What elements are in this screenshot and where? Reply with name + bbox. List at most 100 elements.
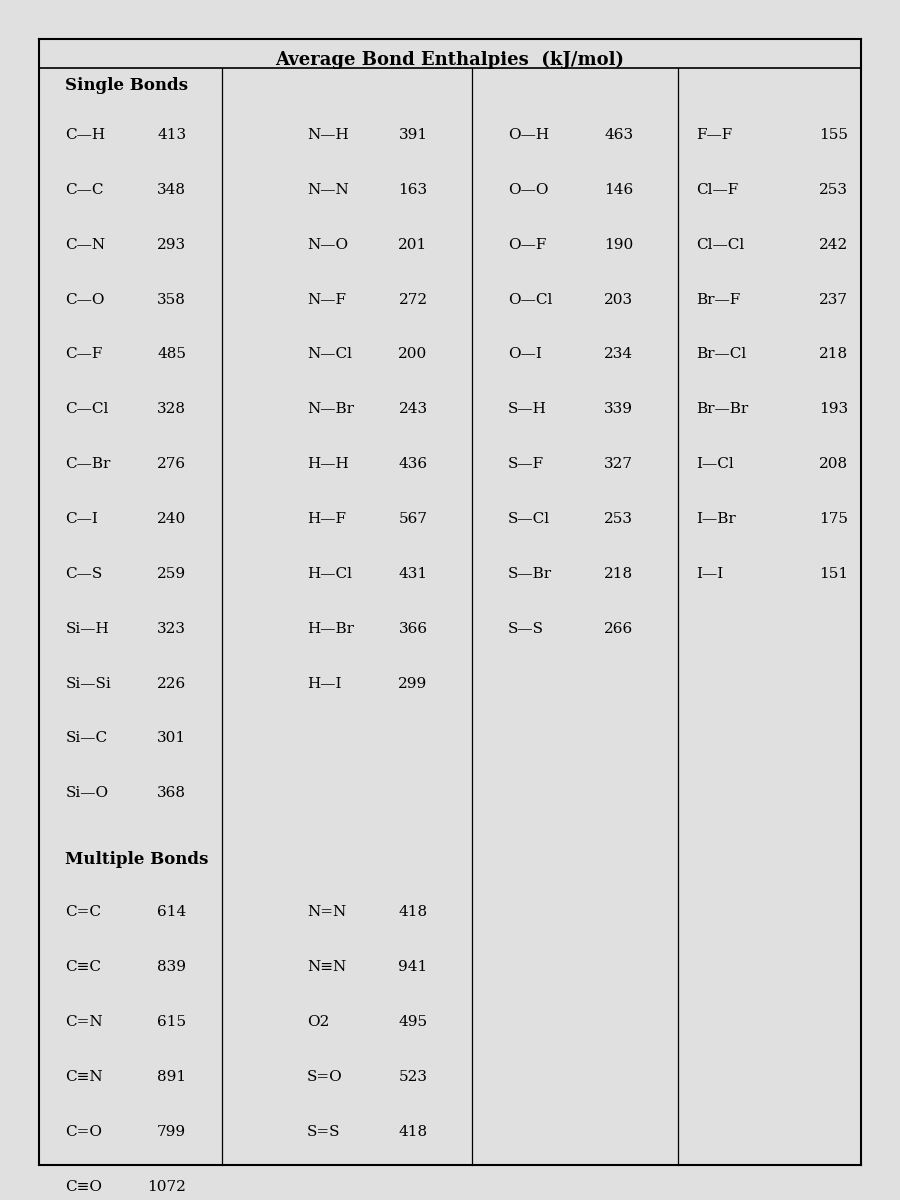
Text: 218: 218 (819, 347, 848, 361)
Text: C≡O: C≡O (66, 1180, 103, 1194)
Text: 237: 237 (819, 293, 848, 306)
Text: 272: 272 (399, 293, 427, 306)
Text: S—Br: S—Br (508, 566, 553, 581)
Text: H—Br: H—Br (307, 622, 354, 636)
Text: S=O: S=O (307, 1070, 343, 1084)
Text: 151: 151 (819, 566, 848, 581)
Text: 226: 226 (157, 677, 186, 690)
Text: C—Cl: C—Cl (66, 402, 109, 416)
Text: 799: 799 (157, 1124, 186, 1139)
Text: 358: 358 (158, 293, 186, 306)
Text: N—F: N—F (307, 293, 346, 306)
Text: 175: 175 (819, 512, 848, 526)
Text: 259: 259 (157, 566, 186, 581)
Text: 567: 567 (399, 512, 427, 526)
Text: Average Bond Enthalpies  (kJ/mol): Average Bond Enthalpies (kJ/mol) (275, 50, 625, 68)
Text: S—H: S—H (508, 402, 547, 416)
Text: 242: 242 (819, 238, 848, 252)
Text: 485: 485 (158, 347, 186, 361)
Text: 614: 614 (157, 906, 186, 919)
Text: 418: 418 (399, 1124, 427, 1139)
Text: 328: 328 (158, 402, 186, 416)
Text: 463: 463 (604, 128, 634, 142)
Text: N—Cl: N—Cl (307, 347, 352, 361)
Text: Br—F: Br—F (696, 293, 740, 306)
Text: O—O: O—O (508, 182, 549, 197)
Text: 200: 200 (399, 347, 427, 361)
Text: C—N: C—N (66, 238, 105, 252)
Text: 339: 339 (605, 402, 634, 416)
Text: 203: 203 (604, 293, 634, 306)
Text: Si—C: Si—C (66, 731, 107, 745)
Text: H—I: H—I (307, 677, 341, 690)
Text: 146: 146 (604, 182, 634, 197)
Text: H—Cl: H—Cl (307, 566, 352, 581)
Text: 240: 240 (157, 512, 186, 526)
Text: 155: 155 (819, 128, 848, 142)
Text: Multiple Bonds: Multiple Bonds (66, 851, 209, 868)
Text: O—F: O—F (508, 238, 546, 252)
Text: Single Bonds: Single Bonds (66, 77, 188, 94)
Text: 190: 190 (604, 238, 634, 252)
Text: I—Br: I—Br (696, 512, 735, 526)
Text: C—F: C—F (66, 347, 103, 361)
Text: O—H: O—H (508, 128, 549, 142)
Text: 293: 293 (157, 238, 186, 252)
Text: 891: 891 (157, 1070, 186, 1084)
Text: O2: O2 (307, 1015, 329, 1030)
Text: Cl—Cl: Cl—Cl (696, 238, 744, 252)
Text: 418: 418 (399, 906, 427, 919)
Text: 218: 218 (604, 566, 634, 581)
Text: 299: 299 (399, 677, 427, 690)
Text: Br—Cl: Br—Cl (696, 347, 746, 361)
Text: 436: 436 (399, 457, 427, 472)
Text: 431: 431 (399, 566, 427, 581)
Text: C—H: C—H (66, 128, 105, 142)
Text: I—I: I—I (696, 566, 724, 581)
Text: C=O: C=O (66, 1124, 103, 1139)
Text: 839: 839 (158, 960, 186, 974)
Text: 1072: 1072 (148, 1180, 186, 1194)
Text: 276: 276 (157, 457, 186, 472)
Text: Cl—F: Cl—F (696, 182, 738, 197)
Text: N=N: N=N (307, 906, 346, 919)
Text: N—Br: N—Br (307, 402, 354, 416)
Text: 208: 208 (819, 457, 848, 472)
Text: C—O: C—O (66, 293, 105, 306)
Text: N≡N: N≡N (307, 960, 346, 974)
Text: C=C: C=C (66, 906, 102, 919)
Text: 391: 391 (399, 128, 427, 142)
Text: 234: 234 (604, 347, 634, 361)
Text: N—H: N—H (307, 128, 348, 142)
Text: C—Br: C—Br (66, 457, 111, 472)
Text: O—Cl: O—Cl (508, 293, 553, 306)
Text: 253: 253 (605, 512, 634, 526)
Text: 495: 495 (399, 1015, 427, 1030)
Text: 327: 327 (605, 457, 634, 472)
Text: S—Cl: S—Cl (508, 512, 550, 526)
Text: C—S: C—S (66, 566, 103, 581)
Text: F—F: F—F (696, 128, 733, 142)
Text: H—F: H—F (307, 512, 346, 526)
Text: Si—Si: Si—Si (66, 677, 111, 690)
Text: H—H: H—H (307, 457, 348, 472)
Text: C≡N: C≡N (66, 1070, 103, 1084)
Text: O—I: O—I (508, 347, 542, 361)
Text: S—F: S—F (508, 457, 544, 472)
Text: C—C: C—C (66, 182, 104, 197)
Text: 266: 266 (604, 622, 634, 636)
Text: 301: 301 (157, 731, 186, 745)
Text: 348: 348 (158, 182, 186, 197)
Text: 201: 201 (399, 238, 427, 252)
Text: C—I: C—I (66, 512, 98, 526)
Text: 615: 615 (157, 1015, 186, 1030)
Text: 323: 323 (158, 622, 186, 636)
Text: 193: 193 (819, 402, 848, 416)
Text: Si—H: Si—H (66, 622, 109, 636)
Text: 366: 366 (399, 622, 427, 636)
Text: N—O: N—O (307, 238, 348, 252)
Text: S—S: S—S (508, 622, 544, 636)
Text: C≡C: C≡C (66, 960, 102, 974)
Text: 941: 941 (399, 960, 427, 974)
Text: 523: 523 (399, 1070, 427, 1084)
